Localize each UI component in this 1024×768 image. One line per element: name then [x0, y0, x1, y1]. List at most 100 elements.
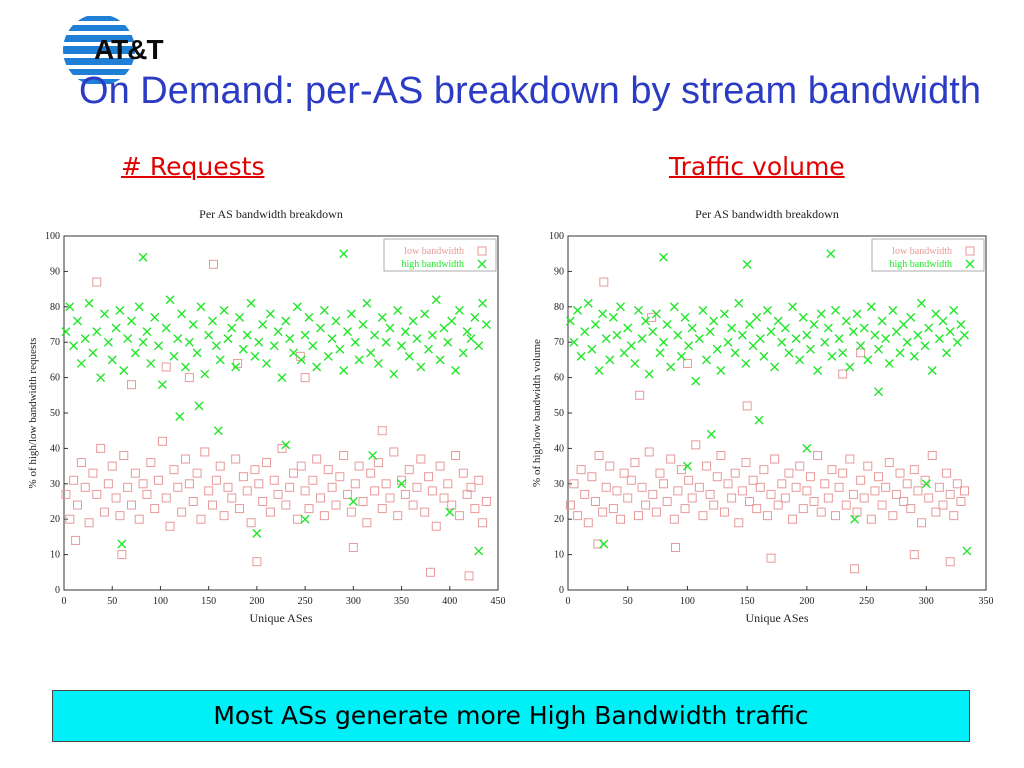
high-bandwidth-point [888, 305, 898, 315]
high-bandwidth-point [694, 334, 704, 344]
legend-marker-low [965, 246, 975, 256]
low-bandwidth-point [594, 450, 604, 460]
high-bandwidth-point [177, 309, 187, 319]
low-bandwidth-point [339, 450, 349, 460]
high-bandwidth-point [103, 337, 113, 347]
data-points [565, 249, 972, 574]
high-bandwidth-point [594, 366, 604, 376]
high-bandwidth-point [934, 334, 944, 344]
low-bandwidth-point [358, 497, 368, 506]
high-bandwidth-point [308, 341, 318, 351]
low-bandwidth-point [809, 497, 819, 506]
low-bandwidth-point [65, 514, 75, 524]
high-bandwidth-point [780, 323, 790, 333]
y-tick-label: 40 [554, 443, 564, 454]
low-bandwidth-point [866, 514, 876, 524]
high-bandwidth-point [601, 334, 611, 344]
low-bandwidth-point [447, 500, 457, 510]
low-bandwidth-point [619, 468, 629, 478]
high-bandwidth-point [619, 348, 629, 358]
high-bandwidth-point [397, 341, 407, 351]
high-bandwidth-point [709, 316, 719, 326]
high-bandwidth-point [466, 334, 476, 344]
high-bandwidth-point [630, 358, 640, 368]
y-tick-label: 100 [45, 231, 60, 242]
high-bandwidth-point [211, 341, 221, 351]
low-bandwidth-point [917, 518, 927, 528]
high-bandwidth-point [852, 309, 862, 319]
high-bandwidth-point [61, 327, 71, 337]
low-bandwidth-point [655, 468, 665, 478]
high-bandwidth-point [723, 337, 733, 347]
low-bandwidth-point [755, 482, 765, 492]
y-tick-label: 50 [554, 408, 564, 419]
high-bandwidth-point [350, 337, 360, 347]
high-bandwidth-point [576, 351, 586, 361]
low-bandwidth-point [856, 348, 866, 358]
low-bandwidth-point [676, 465, 686, 475]
high-bandwidth-point [150, 312, 160, 322]
high-bandwidth-point [662, 320, 672, 329]
high-bandwidth-point [599, 539, 609, 549]
low-bandwidth-point [235, 504, 245, 514]
low-bandwidth-point [734, 518, 744, 528]
legend-label: low bandwidth [892, 246, 952, 257]
low-bandwidth-point [583, 518, 593, 528]
low-bandwidth-point [181, 454, 191, 464]
low-bandwidth-point [590, 497, 600, 506]
high-bandwidth-point [165, 295, 175, 305]
high-bandwidth-point [870, 330, 880, 340]
y-tick-label: 40 [50, 443, 60, 454]
low-bandwidth-point [752, 504, 762, 514]
chart-title: Per AS bandwidth breakdown [199, 207, 343, 221]
low-bandwidth-point [219, 511, 229, 521]
low-bandwidth-point [644, 447, 654, 457]
y-tick-label: 80 [50, 302, 60, 313]
high-bandwidth-point [254, 337, 264, 347]
low-bandwidth-point [346, 507, 356, 517]
high-bandwidth-point [816, 309, 826, 319]
low-bandwidth-point [863, 461, 873, 471]
low-bandwidth-point [823, 493, 833, 503]
high-bandwidth-point [920, 341, 930, 351]
y-tick-label: 60 [50, 373, 60, 384]
low-bandwidth-point [934, 482, 944, 492]
low-bandwidth-point [788, 514, 798, 524]
high-bandwidth-point [373, 358, 383, 368]
high-bandwidth-point [235, 312, 245, 322]
low-bandwidth-point [927, 450, 937, 460]
legend-marker-high [965, 259, 975, 269]
high-bandwidth-point [252, 528, 262, 538]
low-bandwidth-point [626, 475, 636, 485]
high-bandwidth-point [850, 514, 860, 524]
high-bandwidth-point [809, 320, 819, 329]
high-bandwidth-point [784, 348, 794, 358]
high-bandwidth-point [823, 323, 833, 333]
high-bandwidth-point [924, 323, 934, 333]
low-bandwidth-point [820, 479, 830, 489]
low-bandwidth-point [942, 468, 952, 478]
subhead-traffic-volume: Traffic volume [669, 152, 845, 181]
high-bandwidth-point [312, 362, 322, 372]
low-bandwidth-point [169, 465, 179, 475]
high-bandwidth-point [76, 358, 86, 368]
high-bandwidth-point [169, 351, 179, 361]
low-bandwidth-point [458, 468, 468, 478]
high-bandwidth-point [431, 295, 441, 305]
low-bandwidth-point [702, 461, 712, 471]
low-bandwidth-point [443, 479, 453, 489]
high-bandwidth-point [323, 351, 333, 361]
high-bandwidth-point [227, 323, 237, 333]
subhead-requests: # Requests [121, 152, 265, 181]
legend-label: low bandwidth [404, 246, 464, 257]
low-bandwidth-point [92, 489, 102, 499]
low-bandwidth-point [184, 373, 194, 383]
low-bandwidth-point [316, 493, 326, 503]
low-bandwidth-point [103, 479, 113, 489]
high-bandwidth-point [820, 337, 830, 347]
low-bandwidth-point [281, 500, 291, 510]
high-bandwidth-point [637, 334, 647, 344]
x-axis-label: Unique ASes [746, 611, 809, 625]
high-bandwidth-point [223, 334, 233, 344]
